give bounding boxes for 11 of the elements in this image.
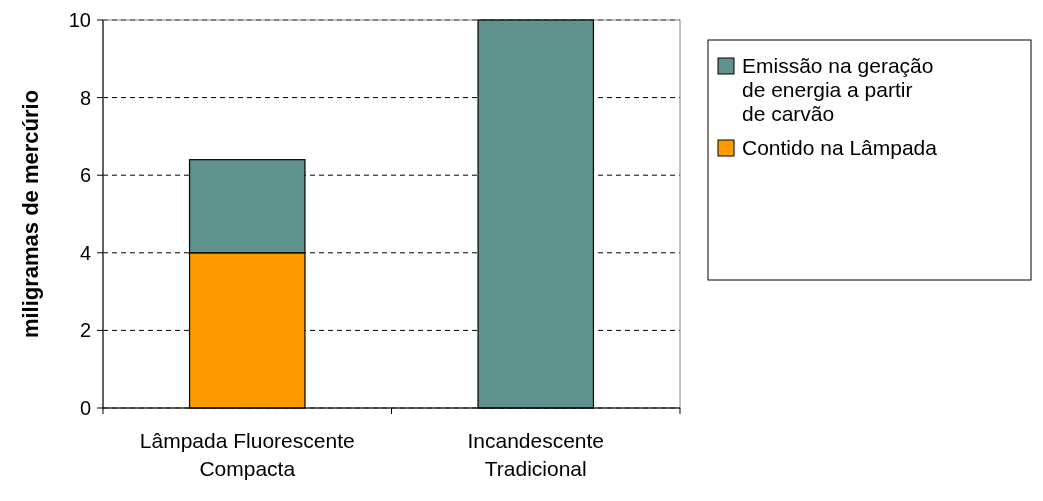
x-tick-label: Lâmpada Fluorescente Compacta xyxy=(139,429,355,480)
legend-label: Emissão na geração de energia a partir de carvão xyxy=(742,54,934,125)
y-tick-label: 8 xyxy=(79,86,91,109)
y-tick-label: 10 xyxy=(68,9,91,31)
y-tick-label: 6 xyxy=(79,164,91,187)
y-axis-title: miligramas de mercúrio xyxy=(18,89,43,339)
y-tick-label: 2 xyxy=(79,319,91,342)
y-tick-label: 4 xyxy=(79,241,91,264)
y-tick-label: 0 xyxy=(79,397,91,419)
legend-label: Contido na Lâmpada xyxy=(742,136,938,159)
x-tick-label: Incandescente Tradicional xyxy=(467,429,605,480)
